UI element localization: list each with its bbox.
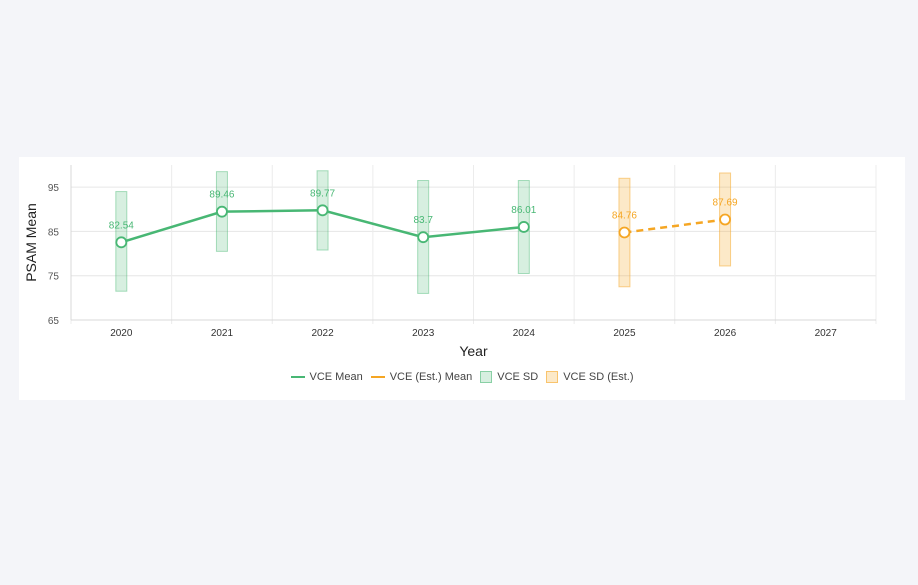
legend-item-vce-sd[interactable]: VCE SD	[480, 371, 538, 383]
y-tick-label: 95	[48, 183, 60, 194]
legend-label-vce-sd-est: VCE SD (Est.)	[563, 371, 634, 383]
data-point-vce-mean	[115, 236, 128, 249]
data-point-vce-est-mean	[719, 213, 731, 226]
x-tick-label: 2027	[815, 328, 838, 339]
chart-card: 65 75 85 95 2020 2021 2022 2023 2024 2025 2026 2027…	[19, 157, 905, 400]
data-label-vce-mean: 83.7	[413, 215, 433, 226]
legend-swatch-vce-mean	[290, 376, 305, 378]
y-tick-label: 65	[48, 316, 60, 327]
x-tick-label: 2020	[110, 328, 133, 339]
legend-swatch-vce-est-mean	[370, 376, 385, 378]
x-tick-label: 2024	[513, 328, 536, 339]
data-label-vce-mean: 82.54	[109, 220, 134, 231]
data-point-vce-mean	[216, 205, 228, 218]
legend-swatch-vce-sd	[480, 371, 493, 383]
legend-swatch-vce-sd-est	[546, 371, 559, 383]
series-line-vce-est-mean	[624, 218, 726, 234]
x-axis-title: Year	[459, 343, 488, 359]
y-axis-title: PSAM Mean	[23, 203, 39, 282]
legend-label-vce-mean: VCE Mean	[309, 371, 363, 383]
x-tick-label: 2026	[714, 328, 737, 339]
legend-item-vce-mean[interactable]: VCE Mean	[290, 371, 363, 383]
data-point-vce-mean	[316, 204, 329, 217]
data-point-vce-mean	[417, 231, 430, 244]
x-tick-label: 2022	[311, 328, 334, 339]
data-label-vce-est-mean: 84.76	[612, 210, 637, 221]
legend-item-vce-sd-est[interactable]: VCE SD (Est.)	[546, 371, 634, 383]
x-tick-label: 2023	[412, 328, 435, 339]
y-tick-label: 75	[48, 272, 60, 283]
y-tick-label: 85	[48, 227, 60, 238]
x-tick-label: 2025	[613, 328, 636, 339]
data-label-vce-mean: 89.46	[209, 190, 234, 201]
legend-label-vce-est-mean: VCE (Est.) Mean	[389, 371, 473, 383]
data-label-vce-mean: 89.77	[310, 188, 335, 199]
data-point-vce-est-mean	[618, 226, 631, 239]
psam-chart: 65 75 85 95 2020 2021 2022 2023 2024 2025 2026 2027…	[23, 165, 877, 359]
data-label-vce-mean: 86.01	[511, 205, 536, 216]
legend-label-vce-sd: VCE SD	[497, 371, 539, 383]
x-tick-label: 2021	[211, 328, 234, 339]
data-label-vce-est-mean: 87.69	[713, 198, 738, 209]
chart-legend: VCE Mean VCE (Est.) Mean VCE SD VCE SD (…	[19, 371, 905, 383]
legend-item-vce-est-mean[interactable]: VCE (Est.) Mean	[370, 371, 473, 383]
data-point-vce-mean	[517, 221, 530, 233]
